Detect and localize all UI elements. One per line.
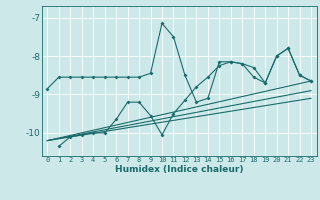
X-axis label: Humidex (Indice chaleur): Humidex (Indice chaleur) (115, 165, 244, 174)
